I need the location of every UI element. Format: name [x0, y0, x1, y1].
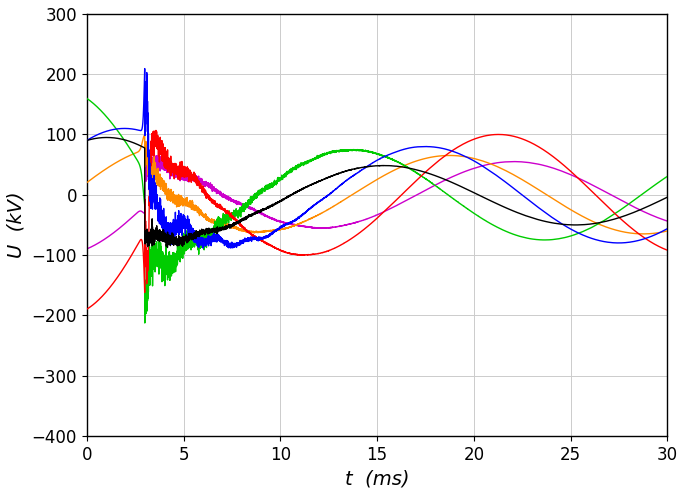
Y-axis label: U  (kV): U (kV): [7, 192, 26, 258]
X-axis label: t  (ms): t (ms): [345, 469, 410, 488]
